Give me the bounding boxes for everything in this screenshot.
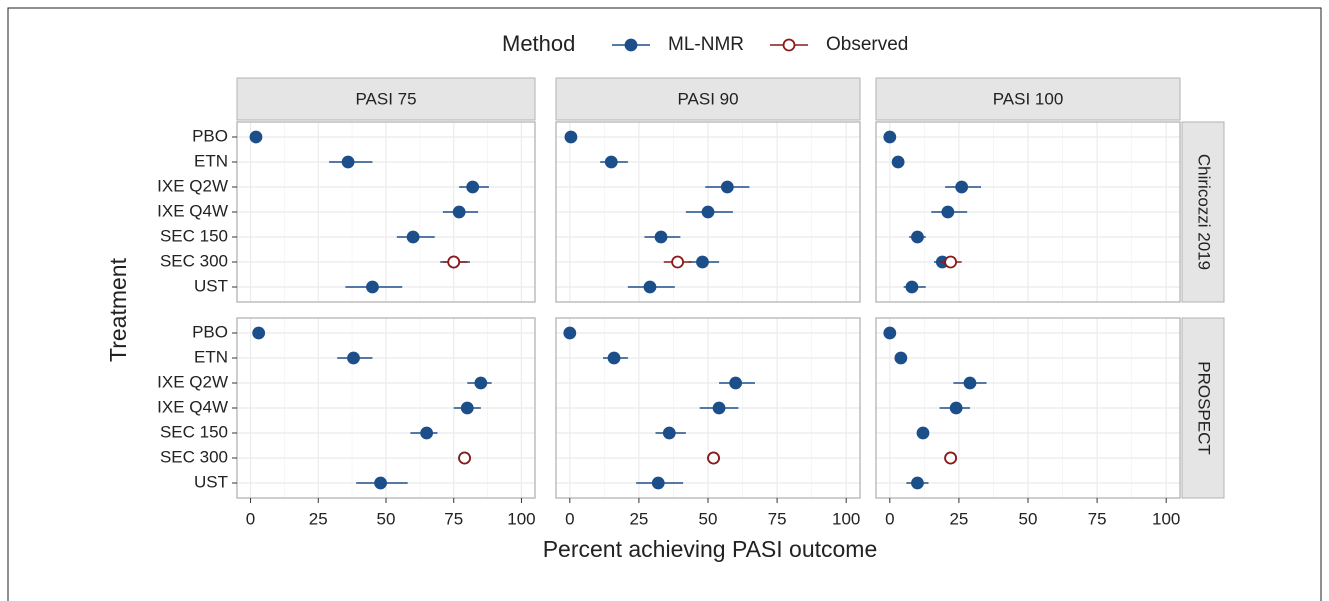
point (252, 326, 266, 340)
y-tick-label: UST (194, 276, 228, 295)
y-tick-label: IXE Q4W (157, 201, 228, 220)
point (474, 376, 488, 390)
point (671, 255, 684, 269)
point (712, 401, 726, 415)
point (662, 426, 676, 440)
point (249, 130, 263, 144)
point (911, 230, 924, 244)
point (696, 255, 709, 269)
point (916, 426, 930, 440)
x-tick-label: 50 (699, 509, 718, 528)
point (452, 205, 466, 219)
point (963, 376, 977, 390)
x-tick-label: 25 (949, 509, 968, 528)
x-tick-label: 0 (246, 509, 255, 528)
legend-key-point (624, 38, 638, 52)
y-tick-label: SEC 300 (160, 447, 228, 466)
point (891, 155, 905, 169)
strip-label: PASI 75 (355, 89, 416, 108)
point (905, 280, 919, 294)
y-tick-label: SEC 150 (160, 422, 228, 441)
point (651, 476, 665, 490)
point (729, 376, 743, 390)
x-tick-label: 0 (885, 509, 894, 528)
x-tick-label: 100 (507, 509, 535, 528)
point (944, 451, 958, 465)
point (701, 205, 715, 219)
strip-label: PASI 100 (993, 89, 1064, 108)
legend-title: Method (502, 31, 575, 56)
point (941, 205, 955, 219)
point (374, 476, 387, 490)
legend-label: ML-NMR (668, 34, 744, 55)
legend-label: Observed (826, 34, 908, 55)
y-tick-label: PBO (192, 126, 228, 145)
panel-border (875, 121, 1181, 303)
x-tick-label: 50 (377, 509, 396, 528)
point (911, 476, 924, 490)
x-tick-label: 25 (629, 509, 648, 528)
frame (7, 7, 1322, 601)
strip (1181, 317, 1225, 499)
point (466, 180, 480, 194)
x-axis-label: Percent achieving PASI outcome (543, 536, 878, 562)
x-tick-label: 100 (832, 509, 860, 528)
y-tick-label: SEC 150 (160, 226, 228, 245)
strip (875, 77, 1181, 121)
strip-label: PASI 90 (677, 89, 738, 108)
x-tick-label: 25 (309, 509, 328, 528)
x-tick-label: 50 (1019, 509, 1038, 528)
point (949, 401, 963, 415)
point (460, 401, 474, 415)
y-tick-label: IXE Q2W (157, 372, 228, 391)
point (883, 326, 897, 340)
y-tick-label: IXE Q2W (157, 176, 228, 195)
strip (236, 77, 536, 121)
point (563, 326, 577, 340)
point (347, 351, 360, 365)
point (458, 451, 471, 465)
point (883, 130, 897, 144)
strip-label: Chiricozzi 2019 (1195, 154, 1214, 270)
y-tick-label: ETN (194, 347, 228, 366)
y-axis-label: Treatment (105, 257, 131, 362)
point (944, 255, 958, 269)
point (447, 255, 461, 269)
point (607, 351, 621, 365)
point (654, 230, 668, 244)
x-tick-label: 0 (565, 509, 574, 528)
y-tick-label: ETN (194, 151, 228, 170)
point (406, 230, 420, 244)
panel-border (555, 121, 861, 303)
x-tick-label: 75 (768, 509, 787, 528)
y-tick-label: IXE Q4W (157, 397, 228, 416)
point (366, 280, 379, 294)
legend-key-point (782, 38, 796, 52)
point (707, 451, 720, 465)
point (341, 155, 355, 169)
strip (1181, 121, 1225, 303)
point (643, 280, 657, 294)
y-tick-label: SEC 300 (160, 251, 228, 270)
x-tick-label: 75 (1088, 509, 1107, 528)
point (420, 426, 434, 440)
point (894, 351, 908, 365)
y-tick-label: UST (194, 472, 228, 491)
point (955, 180, 969, 194)
strip-label: PROSPECT (1195, 361, 1214, 455)
x-tick-label: 75 (444, 509, 463, 528)
point (720, 180, 734, 194)
point (604, 155, 618, 169)
x-tick-label: 100 (1152, 509, 1180, 528)
y-tick-label: PBO (192, 322, 228, 341)
point (564, 130, 578, 144)
strip (555, 77, 861, 121)
